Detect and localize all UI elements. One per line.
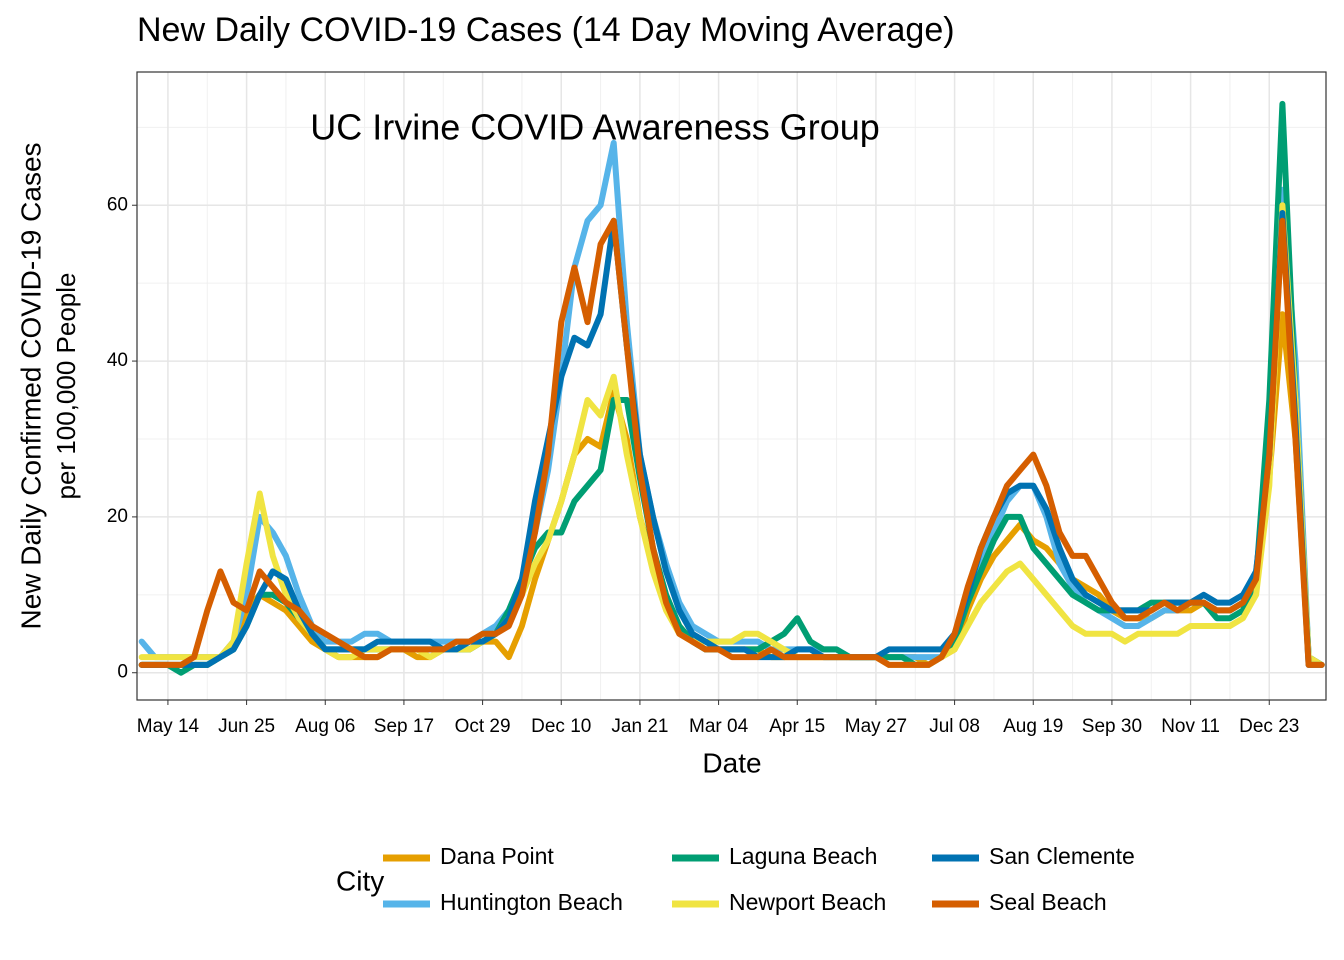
plot-background (137, 72, 1326, 700)
y-tick-label: 60 (107, 194, 128, 215)
x-tick-label: Mar 04 (689, 716, 749, 737)
legend-label: Seal Beach (989, 889, 1107, 915)
chart-title: New Daily COVID-19 Cases (14 Day Moving … (137, 11, 955, 49)
plot-border (136, 71, 1327, 701)
legend-label: Huntington Beach (440, 889, 623, 915)
y-axis-title: per 100,000 People (51, 273, 81, 500)
x-tick-label: Jun 25 (218, 716, 275, 737)
y-axis-title: New Daily Confirmed COVID-19 Cases (15, 142, 46, 629)
x-tick-label: Nov 11 (1161, 716, 1220, 737)
x-tick-label: Oct 29 (455, 716, 511, 737)
series-line (138, 210, 1325, 668)
x-tick-label: Jan 21 (611, 716, 668, 737)
y-tick-label: 0 (117, 662, 128, 683)
x-tick-label: Sep 17 (374, 716, 434, 737)
annotation: UC Irvine COVID Awareness Group (310, 107, 880, 148)
y-tick-label: 40 (107, 350, 128, 371)
x-tick-label: Sep 30 (1082, 716, 1142, 737)
legend-label: Dana Point (440, 843, 554, 869)
x-tick-label: Aug 19 (1003, 716, 1063, 737)
legend-title: City (336, 865, 384, 896)
x-tick-label: May 14 (137, 716, 200, 737)
x-tick-label: Jul 08 (929, 716, 980, 737)
x-tick-label: Aug 06 (295, 716, 355, 737)
x-tick-label: Dec 10 (531, 716, 591, 737)
legend-label: Laguna Beach (729, 843, 877, 869)
legend-label: San Clemente (989, 843, 1135, 869)
series-line (138, 202, 1325, 668)
x-tick-label: May 27 (845, 716, 907, 737)
x-axis-title: Date (702, 747, 761, 778)
y-tick-label: 20 (107, 506, 128, 527)
legend-label: Newport Beach (729, 889, 886, 915)
x-tick-label: Apr 15 (769, 716, 825, 737)
x-tick-label: Dec 23 (1239, 716, 1299, 737)
series-line (138, 217, 1325, 668)
